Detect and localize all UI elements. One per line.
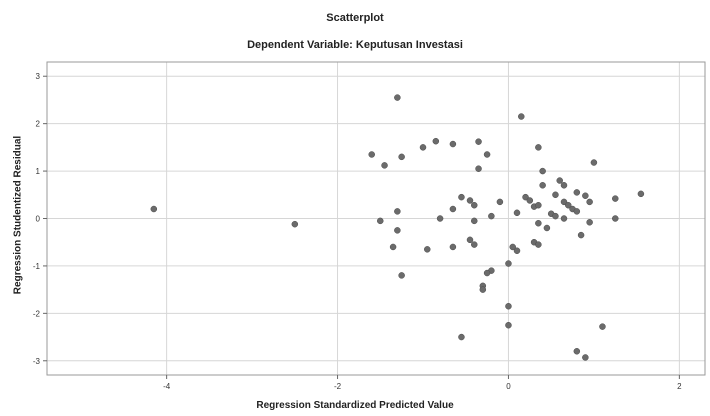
scatter-point [535,201,542,209]
scatter-point [449,140,457,148]
scatter-point [612,195,619,202]
scatter-point [599,323,606,330]
scatter-point [535,219,542,227]
scatter-point [565,201,572,209]
x-tick-label: -2 [334,382,342,391]
scatter-point [543,224,551,232]
scatter-point [488,212,495,220]
scatter-point [539,167,546,175]
scatter-point [556,177,563,184]
scatter-point [449,205,457,213]
scatter-point [394,227,401,234]
scatter-point [612,215,619,222]
scatter-point [573,208,581,215]
scatter-point [398,153,405,161]
y-tick-label: -2 [33,309,41,318]
data-points [150,94,645,361]
y-tick-label: 0 [36,215,41,224]
x-axis-label: Regression Standardized Predicted Value [256,400,454,411]
y-tick-label: 3 [36,72,41,81]
scatter-point [377,217,384,225]
scatter-point [586,219,593,226]
scatter-point [552,212,559,220]
chart-title: Scatterplot [326,12,384,24]
scatter-point [424,246,431,253]
y-axis-label: Regression Studentized Residual [12,135,24,295]
scatter-point [381,162,388,169]
y-tick-label: 1 [36,167,41,176]
scatter-point [535,144,542,151]
scatter-point [394,94,401,101]
scatter-point [505,260,512,267]
scatter-point [471,217,478,225]
scatter-point [466,236,474,244]
scatter-point [552,191,559,199]
scatter-point [398,272,405,279]
scatter-point [560,198,568,206]
scatter-point [560,182,568,189]
scatter-point [637,190,645,198]
y-tick-label: -1 [33,262,41,271]
scatter-point [466,197,474,204]
y-tick-label: 2 [36,120,41,129]
x-tick-label: 0 [506,382,511,391]
grid-lines [47,62,705,375]
scatter-point [577,231,585,239]
scatter-point [560,215,568,222]
scatter-point [479,286,487,293]
scatter-point [419,144,427,151]
scatter-point [582,354,589,361]
scatter-point [458,333,465,341]
scatter-point [573,348,581,355]
scatter-point [539,182,546,189]
scatter-point [291,220,299,228]
scatter-point [483,151,491,158]
scatter-point [582,192,589,199]
y-tick-label: -3 [33,357,41,366]
scatter-point [483,269,491,277]
scatter-point [513,209,521,217]
scatter-point [505,302,512,310]
scatter-point [496,198,504,206]
scatter-point [150,205,158,213]
scatter-point [535,241,542,248]
scatter-point [586,198,593,206]
scatter-point [509,243,516,251]
scatter-point [471,201,478,209]
scatter-point [505,321,512,329]
scatter-point [432,137,440,145]
scatter-point [389,243,397,251]
scatter-point [394,208,401,215]
axis-ticks: -4 -2 0 2 3 2 1 0 -1 -2 -3 [33,72,682,391]
scatter-point [590,159,598,166]
scatter-point [513,247,521,254]
scatter-point [458,193,465,201]
scatter-point [526,197,534,204]
scatter-point [436,215,444,222]
scatter-point [475,165,482,172]
chart-subtitle: Dependent Variable: Keputusan Investasi [247,39,463,51]
scatter-point [573,189,581,196]
scatter-point [449,243,457,251]
scatter-point [522,193,529,201]
x-tick-label: 2 [677,382,682,391]
scatter-point [475,138,482,145]
scatter-point [518,113,525,120]
x-tick-label: -4 [163,382,171,391]
scatter-point [368,151,375,158]
scatter-point [471,241,478,248]
